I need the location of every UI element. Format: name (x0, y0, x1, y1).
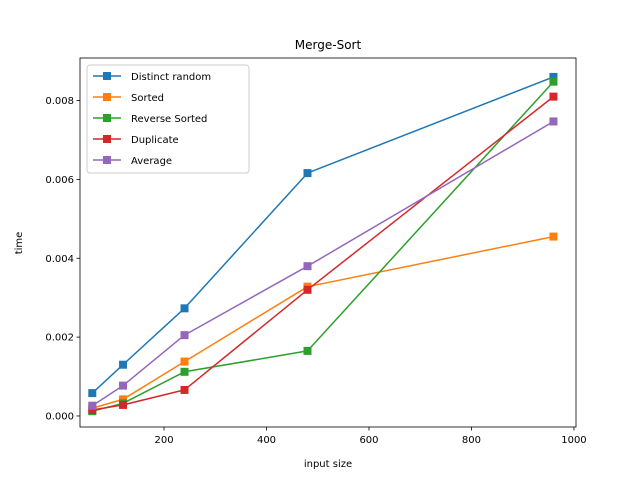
legend-marker (103, 114, 111, 122)
x-tick-label: 600 (359, 435, 378, 446)
data-point (549, 78, 557, 86)
data-point (304, 347, 312, 355)
data-point (88, 402, 96, 410)
legend-marker (103, 156, 111, 164)
x-tick-label: 200 (154, 435, 173, 446)
data-point (181, 368, 189, 376)
legend: Distinct random Sorted Reverse Sorted Dupli… (87, 65, 249, 173)
data-point (88, 389, 96, 397)
y-tick-label: 0.008 (45, 96, 74, 107)
data-point (181, 358, 189, 366)
data-point (549, 117, 557, 125)
data-point (181, 386, 189, 394)
legend-label: Duplicate (131, 135, 179, 146)
legend-marker (103, 72, 111, 80)
legend-label: Reverse Sorted (131, 114, 207, 125)
data-point (119, 401, 127, 409)
data-point (549, 233, 557, 241)
data-point (304, 262, 312, 270)
x-tick-label: 1000 (561, 435, 586, 446)
data-point (119, 361, 127, 369)
x-axis-label: input size (304, 459, 352, 470)
legend-label: Average (131, 156, 172, 167)
legend-label: Sorted (131, 93, 164, 104)
x-tick-label: 800 (462, 435, 481, 446)
data-point (549, 93, 557, 101)
data-point (304, 169, 312, 177)
legend-marker (103, 93, 111, 101)
x-tick-label: 400 (257, 435, 276, 446)
chart-title: Merge-Sort (295, 38, 362, 52)
data-point (119, 382, 127, 390)
y-tick-label: 0.002 (45, 333, 74, 344)
legend-label: Distinct random (131, 72, 211, 83)
y-axis-label: time (14, 232, 25, 255)
data-point (181, 331, 189, 339)
data-point (181, 304, 189, 312)
y-tick-label: 0.006 (45, 175, 74, 186)
data-point (304, 286, 312, 294)
y-tick-label: 0.004 (45, 254, 74, 265)
y-tick-label: 0.000 (45, 411, 74, 422)
legend-marker (103, 135, 111, 143)
